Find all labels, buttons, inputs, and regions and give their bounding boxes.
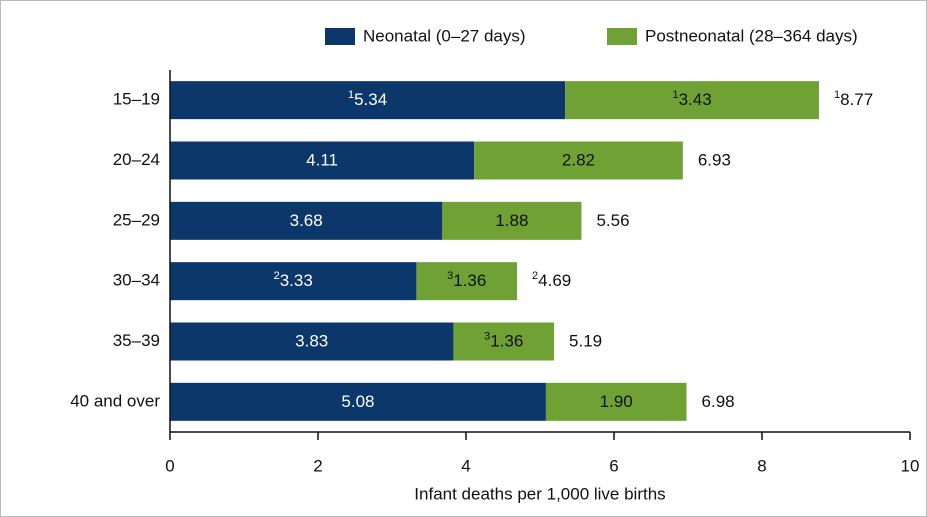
value-text: 5.56 <box>596 211 629 230</box>
total-label: 6.98 <box>702 392 735 411</box>
value-text: 6.98 <box>702 392 735 411</box>
value-text: 1.90 <box>600 392 633 411</box>
data-label: 13.43 <box>672 89 711 110</box>
data-label: 1.90 <box>600 392 633 411</box>
value-text: 5.19 <box>569 332 602 351</box>
bar-segment <box>170 201 443 240</box>
footnote-marker: 1 <box>348 89 354 101</box>
data-label: 23.33 <box>274 270 313 291</box>
total-label: 24.69 <box>532 270 571 291</box>
value-text: 1.36 <box>490 332 523 351</box>
bar-segment <box>545 382 687 421</box>
total-label: 18.77 <box>834 89 873 110</box>
data-label: 31.36 <box>447 270 486 291</box>
value-text: 2.82 <box>562 151 595 170</box>
y-tick-label: 25–29 <box>113 210 160 229</box>
y-tick-label: 40 and over <box>70 391 160 410</box>
footnote-marker: 1 <box>834 89 840 101</box>
data-label: 5.08 <box>341 392 374 411</box>
data-label: 4.11 <box>306 151 338 170</box>
legend-label: Postneonatal (28–364 days) <box>645 26 858 45</box>
x-tick-label: 4 <box>461 456 470 475</box>
total-label: 5.19 <box>569 332 602 351</box>
value-text: 5.34 <box>354 91 387 110</box>
x-tick-label: 8 <box>757 456 766 475</box>
bar-segment <box>170 322 454 361</box>
total-label: 6.93 <box>698 151 731 170</box>
total-label: 5.56 <box>596 211 629 230</box>
data-label: 1.88 <box>495 211 528 230</box>
value-text: 4.69 <box>538 272 571 291</box>
x-tick-label: 2 <box>313 456 322 475</box>
value-text: 1.36 <box>453 272 486 291</box>
legend-swatch <box>607 28 637 45</box>
legend-swatch <box>325 28 355 45</box>
value-text: 1.88 <box>495 211 528 230</box>
bar-segment <box>442 201 582 240</box>
bar-segment <box>453 322 555 361</box>
footnote-marker: 2 <box>274 270 280 282</box>
footnote-marker: 3 <box>484 330 490 342</box>
data-label: 15.34 <box>348 89 387 110</box>
value-text: 3.83 <box>295 332 328 351</box>
x-tick-label: 0 <box>165 456 174 475</box>
bar-segment <box>474 141 683 180</box>
footnote-marker: 1 <box>672 89 678 101</box>
bar-segment <box>170 81 566 120</box>
y-tick-label: 15–19 <box>113 90 160 109</box>
value-text: 3.43 <box>679 91 712 110</box>
x-tick-label: 6 <box>609 456 618 475</box>
bar-segment <box>170 262 417 301</box>
data-label: 31.36 <box>484 330 523 351</box>
bar-segment <box>416 262 518 301</box>
value-text: 4.11 <box>306 151 338 170</box>
legend-label: Neonatal (0–27 days) <box>363 26 526 45</box>
value-text: 8.77 <box>840 91 873 110</box>
y-tick-label: 20–24 <box>113 150 160 169</box>
data-label: 3.83 <box>295 332 328 351</box>
footnote-marker: 2 <box>532 270 538 282</box>
value-text: 5.08 <box>341 392 374 411</box>
x-tick-label: 10 <box>901 456 920 475</box>
footnote-marker: 3 <box>447 270 453 282</box>
value-text: 6.93 <box>698 151 731 170</box>
bar-segment <box>565 81 819 120</box>
value-text: 3.68 <box>290 211 323 230</box>
data-label: 3.68 <box>290 211 323 230</box>
data-label: 2.82 <box>562 151 595 170</box>
y-tick-label: 35–39 <box>113 331 160 350</box>
value-text: 3.33 <box>280 272 313 291</box>
bar-segment <box>170 382 546 421</box>
bar-segment <box>170 141 475 180</box>
x-axis-label: Infant deaths per 1,000 live births <box>414 484 665 503</box>
y-tick-label: 30–34 <box>113 271 160 290</box>
